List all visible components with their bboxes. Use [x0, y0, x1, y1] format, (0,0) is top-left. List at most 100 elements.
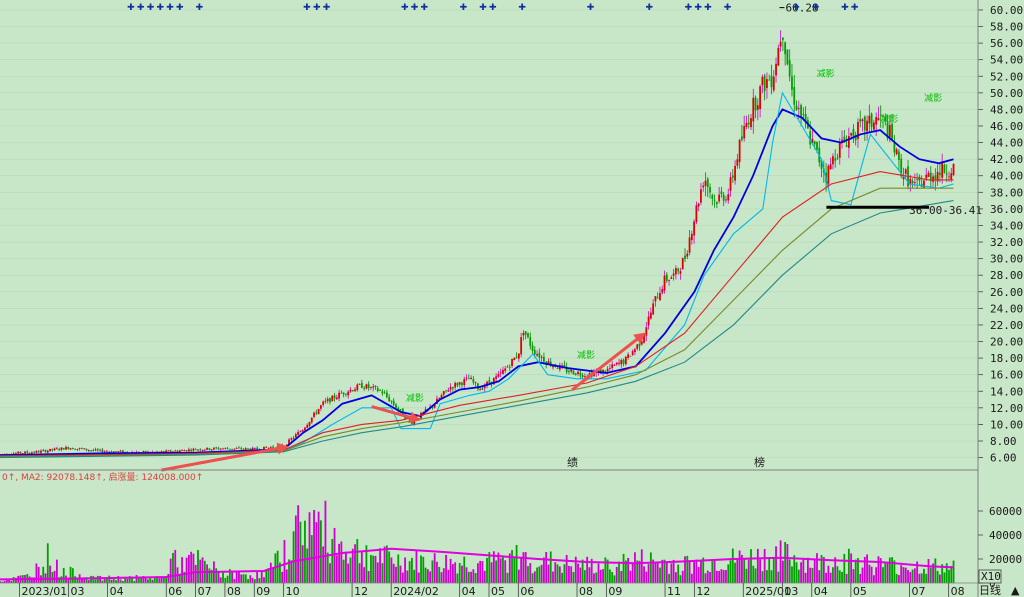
volume-bar	[292, 531, 295, 583]
volume-bar	[827, 565, 830, 583]
candle-body	[183, 450, 186, 452]
candle-body	[911, 180, 914, 184]
volume-bar	[401, 572, 404, 583]
signal-mark: ✚	[479, 3, 487, 13]
candle-body	[715, 202, 718, 205]
volume-bar	[704, 573, 707, 583]
volume-bar	[652, 559, 655, 583]
candle-body	[58, 449, 61, 450]
candle-body	[882, 115, 884, 118]
y-tick-label: 40.00	[990, 170, 1023, 183]
candle-body	[504, 368, 507, 371]
signal-mark: ✚	[704, 3, 712, 13]
candle-body	[465, 377, 468, 379]
volume-bar	[399, 565, 402, 583]
signal-mark: ✚	[724, 3, 732, 13]
volume-bar	[843, 553, 846, 583]
volume-bar	[590, 558, 593, 583]
candle-body	[338, 392, 340, 399]
candle-body	[231, 448, 234, 450]
trend-arrow	[161, 446, 279, 472]
volume-bar	[929, 567, 932, 583]
volume-bar	[661, 559, 664, 583]
volume-bar	[0, 581, 1, 583]
volume-bar	[854, 559, 857, 583]
signal-mark: ✚	[685, 3, 693, 13]
volume-bar	[431, 560, 434, 583]
candle-body	[317, 409, 320, 415]
candle-body	[322, 401, 325, 405]
y-tick-label: 10.00	[990, 418, 1023, 431]
candle-body	[90, 450, 92, 452]
signal-mark: ✚	[411, 3, 419, 13]
volume-bar	[238, 570, 240, 583]
x-tick-label: 04	[814, 585, 828, 597]
candle-body	[53, 448, 56, 451]
candle-body	[761, 76, 764, 86]
period-label[interactable]: 日线	[979, 583, 1001, 597]
candle-body	[634, 349, 636, 353]
candle-body	[256, 447, 259, 450]
y-tick-label: 32.00	[990, 236, 1023, 249]
candle-body	[759, 86, 762, 110]
volume-bar	[151, 579, 154, 583]
candle-body	[76, 448, 79, 450]
signal-mark: ✚	[841, 3, 849, 13]
volume-bar	[561, 572, 564, 583]
candle-body	[60, 447, 63, 450]
signal-mark: ✚	[851, 3, 859, 13]
volume-bar	[58, 577, 61, 583]
volume-bar	[907, 570, 909, 583]
candle-body	[19, 451, 22, 454]
candle-body	[713, 199, 716, 201]
candle-body	[15, 453, 17, 454]
volume-bar	[925, 573, 928, 583]
volume-bar	[654, 561, 657, 583]
volume-bar	[627, 557, 630, 583]
volume-bar	[447, 569, 450, 583]
vol-y-tick-label: 20000	[989, 553, 1022, 566]
candle-body	[440, 395, 443, 399]
candle-body	[802, 113, 805, 115]
candle-body	[467, 378, 470, 380]
candle-body	[565, 366, 568, 373]
x-tick-label: 03	[784, 585, 798, 597]
signal-mark: ✚	[313, 3, 321, 13]
candle-body	[809, 131, 812, 145]
volume-bar	[884, 562, 887, 583]
candle-body	[913, 182, 916, 184]
volume-bar	[579, 567, 582, 583]
volume-bar	[231, 570, 234, 583]
candle-body	[863, 116, 866, 131]
candle-body	[142, 451, 145, 453]
vol-y-tick-label: 0	[989, 577, 996, 590]
volume-bar	[219, 577, 222, 583]
scale-badge[interactable]	[978, 569, 1002, 584]
candle-body	[472, 379, 475, 383]
candle-body	[301, 429, 304, 432]
volume-bar	[741, 554, 743, 583]
candle-body	[55, 448, 58, 450]
volume-bar	[488, 552, 491, 583]
candle-body	[26, 451, 29, 453]
candle-body	[870, 113, 873, 128]
signal-mark: ✚	[694, 3, 702, 13]
volume-bar	[217, 571, 220, 583]
volume-bar	[329, 563, 331, 583]
candle-body	[583, 376, 586, 378]
candle-body	[119, 450, 122, 452]
x-tick-label: 08	[579, 585, 593, 597]
volume-bar	[331, 538, 334, 583]
candle-body	[217, 448, 220, 450]
signal-mark: ✚	[137, 3, 145, 13]
volume-bar	[533, 571, 536, 583]
volume-bar	[35, 563, 38, 583]
volume-bar	[181, 557, 183, 583]
signal-mark: ✚	[401, 3, 409, 13]
volume-bar	[875, 567, 878, 583]
candle-body	[292, 437, 295, 439]
period-dropdown-icon[interactable]: ▲	[1011, 584, 1020, 597]
candle-body	[520, 337, 523, 355]
y-tick-label: 16.00	[990, 369, 1023, 382]
